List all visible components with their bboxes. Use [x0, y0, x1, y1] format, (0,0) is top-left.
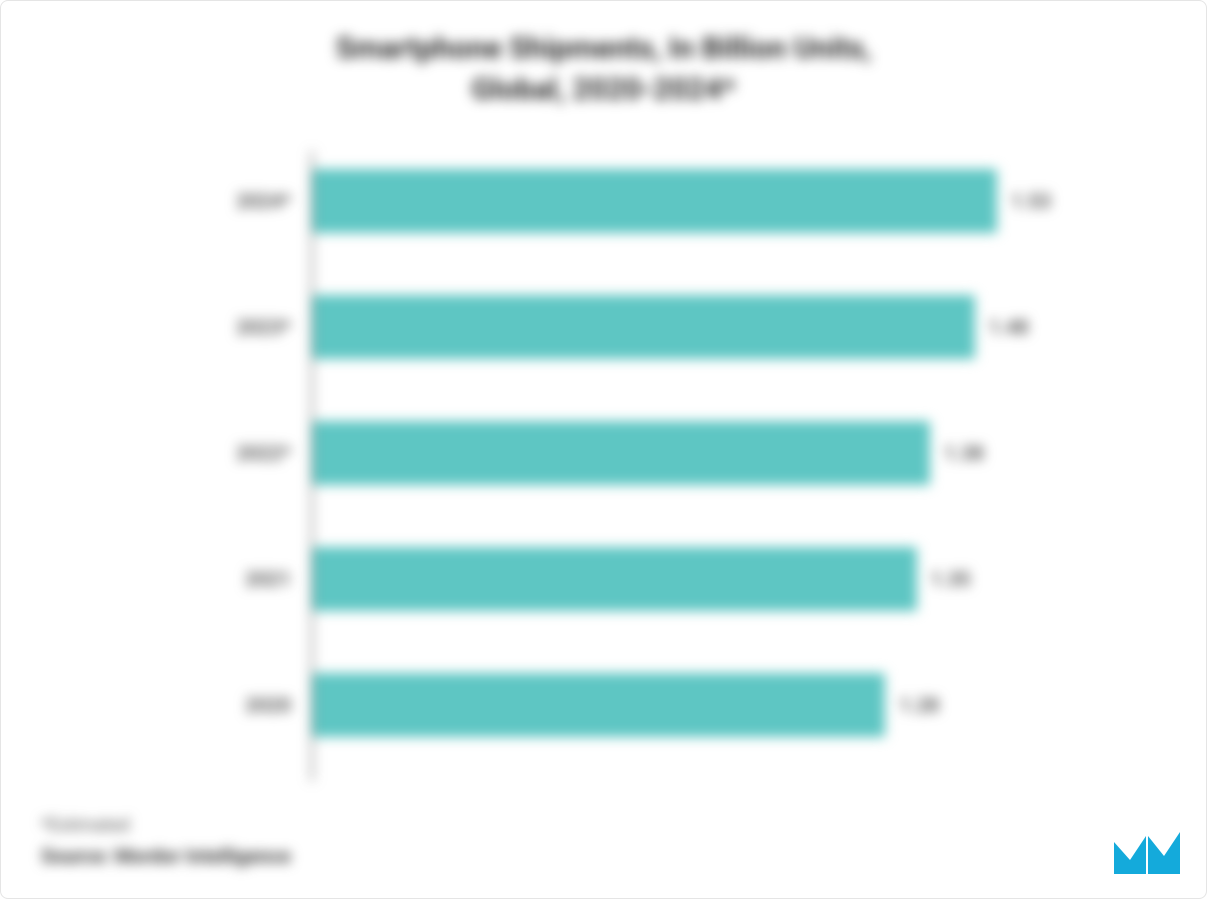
bar-row: 20201.28 [313, 673, 939, 737]
bar-row: 2023*1.48 [313, 295, 1029, 359]
footnote-text: *Estimated [41, 815, 130, 836]
bar [313, 295, 975, 359]
category-label: 2020 [245, 693, 291, 717]
bar-value-label: 1.48 [989, 315, 1029, 339]
category-label: 2021 [245, 567, 291, 591]
chart-title: Smartphone Shipments, In Billion Units, … [1, 1, 1206, 110]
category-label: 2023* [236, 315, 291, 339]
bar-row: 20211.35 [313, 547, 970, 611]
bar-value-label: 1.28 [899, 693, 939, 717]
source-text: Source: Mordor Intelligence [41, 844, 291, 868]
category-label: 2024* [236, 189, 291, 213]
bar-row: 2022*1.38 [313, 421, 984, 485]
mordor-logo-icon [1114, 832, 1180, 874]
bar-value-label: 1.53 [1011, 189, 1051, 213]
chart-title-line2: Global, 2020-2024* [471, 72, 735, 107]
bar [313, 421, 930, 485]
chart-plot-area: 2024*1.53 2023*1.48 2022*1.38 20211.35 20201… [311, 151, 1071, 781]
bar [313, 547, 917, 611]
category-label: 2022* [236, 441, 291, 465]
bar [313, 673, 885, 737]
chart-title-line1: Smartphone Shipments, In Billion Units, [336, 31, 872, 66]
bar-row: 2024*1.53 [313, 169, 1051, 233]
bar-value-label: 1.38 [944, 441, 984, 465]
bar-value-label: 1.35 [931, 567, 971, 591]
mordor-logo [1112, 828, 1180, 876]
bar [313, 169, 997, 233]
blurred-content: Smartphone Shipments, In Billion Units, … [1, 1, 1206, 898]
